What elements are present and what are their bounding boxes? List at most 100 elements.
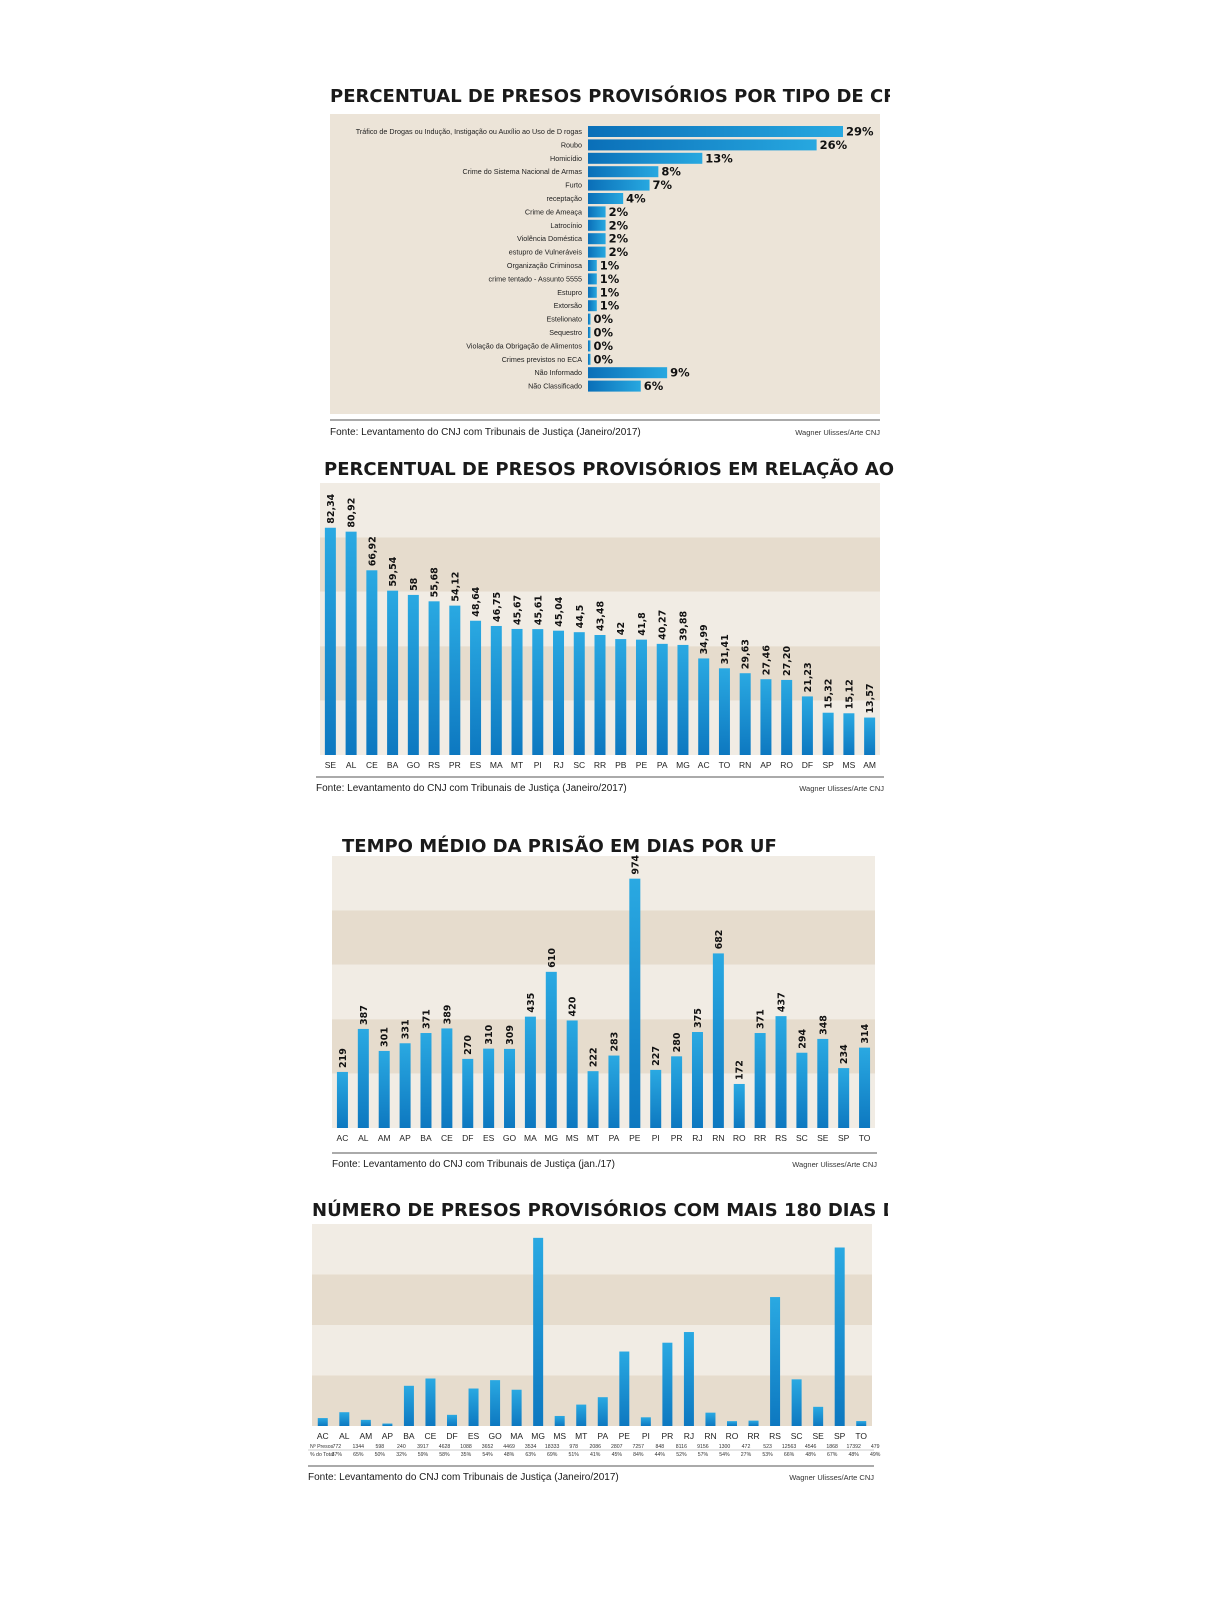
bar — [712, 953, 724, 1128]
bar — [801, 696, 813, 755]
tick-label: AP — [399, 1133, 411, 1143]
value-label: 301 — [380, 1027, 391, 1047]
bar — [619, 1351, 630, 1426]
bar — [656, 643, 668, 755]
bar — [317, 1418, 328, 1426]
tick-label: BA — [403, 1431, 415, 1441]
value-label: 2% — [609, 205, 629, 219]
value-label: 310 — [484, 1024, 495, 1044]
value-label: 435 — [526, 993, 537, 1013]
bar — [336, 1071, 348, 1128]
category-label: Crimes previstos no ECA — [502, 355, 582, 364]
bar — [635, 639, 647, 755]
bar — [490, 1380, 501, 1426]
tick-label: AM — [863, 760, 876, 770]
value-label: 7% — [653, 178, 673, 192]
table-percent: 48% — [848, 1452, 859, 1458]
chart-180-days-uf: NÚMERO DE PRESOS PROVISÓRIOS COM MAIS 18… — [308, 1196, 888, 1496]
value-label: 1% — [600, 285, 620, 299]
source-note: Fonte: Levantamento do CNJ com Tribunais… — [316, 783, 627, 794]
table-percent: 53% — [762, 1452, 773, 1458]
plot-band — [332, 910, 875, 965]
bar — [428, 601, 440, 755]
tick-label: RJ — [684, 1431, 694, 1441]
bars-group: Tráfico de Drogas ou Indução, Instigação… — [356, 125, 874, 394]
bar — [691, 1032, 703, 1128]
plot-band — [332, 964, 875, 1020]
bar — [588, 166, 659, 178]
bar — [587, 1071, 599, 1128]
bar — [588, 340, 591, 352]
bar — [588, 233, 606, 245]
value-label: 314 — [860, 1023, 871, 1043]
bars-group: SE 82,34 AL 80,92 CE 66,92 BA 59,54 GO 58 RS 55,68 P… — [325, 493, 876, 770]
tick-label: RR — [747, 1431, 759, 1441]
bar — [360, 1419, 371, 1426]
tick-label: TO — [719, 760, 731, 770]
tick-label: CE — [441, 1133, 453, 1143]
bar — [629, 878, 641, 1128]
tick-label: RO — [733, 1133, 746, 1143]
tick-label: GO — [503, 1133, 517, 1143]
plot-band — [312, 1224, 872, 1275]
bar — [588, 126, 843, 137]
table-percent: 48% — [504, 1452, 515, 1458]
plot-band — [332, 1019, 875, 1074]
bar — [834, 1247, 845, 1426]
bar — [683, 1332, 694, 1426]
bar — [781, 679, 793, 755]
table-count: 9156 — [697, 1444, 709, 1450]
bar — [553, 630, 565, 755]
bars-group: AC 219 AL 387 AM 301 AP 331 BA 371 CE 389 DF 270 ES 310… — [337, 854, 872, 1143]
tick-label: SC — [791, 1431, 803, 1441]
table-percent: 44% — [655, 1452, 666, 1458]
tick-label: MS — [843, 760, 856, 770]
tick-label: PI — [652, 1133, 660, 1143]
value-label: 2% — [609, 245, 629, 259]
bar — [594, 634, 606, 755]
value-label: 29% — [846, 125, 874, 139]
value-label: 40,27 — [658, 610, 669, 640]
plot-band — [320, 537, 880, 592]
category-label: Sequestro — [549, 328, 582, 337]
value-label: 58 — [409, 577, 420, 591]
table-count: 523 — [763, 1444, 772, 1450]
table-percent: 37% — [332, 1452, 343, 1458]
value-label: 234 — [839, 1044, 850, 1064]
bar — [588, 327, 591, 338]
plot-background — [330, 114, 880, 414]
tick-label: SP — [822, 760, 834, 770]
tick-label: GO — [488, 1431, 502, 1441]
value-label: 45,04 — [554, 596, 565, 626]
tick-label: RR — [594, 760, 606, 770]
row-label: % do Total — [310, 1452, 334, 1458]
bar — [441, 1028, 453, 1128]
chart-crime-type: PERCENTUAL DE PRESOS PROVISÓRIOS POR TIP… — [330, 80, 890, 440]
table-percent: 41% — [590, 1452, 601, 1458]
value-label: 280 — [672, 1032, 683, 1052]
value-label: 44,5 — [575, 605, 586, 628]
bar — [588, 179, 650, 191]
table-count: 12563 — [782, 1444, 797, 1450]
bar — [420, 1033, 432, 1128]
category-label: Violência Doméstica — [517, 234, 582, 243]
bar — [754, 1033, 766, 1128]
value-label: 15,32 — [824, 679, 835, 709]
value-label: 39,88 — [678, 610, 689, 640]
tick-label: AC — [317, 1431, 329, 1441]
table-count: 8116 — [676, 1444, 687, 1450]
value-label: 974 — [630, 854, 641, 874]
bar — [597, 1397, 608, 1426]
value-label: 1% — [600, 299, 620, 313]
value-label: 283 — [609, 1032, 620, 1052]
table-count: 772 — [332, 1444, 341, 1450]
source-note: Fonte: Levantamento do CNJ com Tribunais… — [332, 1159, 615, 1170]
tick-label: AC — [337, 1133, 349, 1143]
table-count: 4546 — [805, 1444, 817, 1450]
value-label: 371 — [421, 1009, 432, 1029]
value-label: 59,54 — [388, 556, 399, 586]
bar — [387, 590, 399, 755]
bar — [671, 1056, 683, 1128]
table-percent: 58% — [439, 1452, 450, 1458]
source-note: Fonte: Levantamento do CNJ com Tribunais… — [330, 427, 641, 438]
